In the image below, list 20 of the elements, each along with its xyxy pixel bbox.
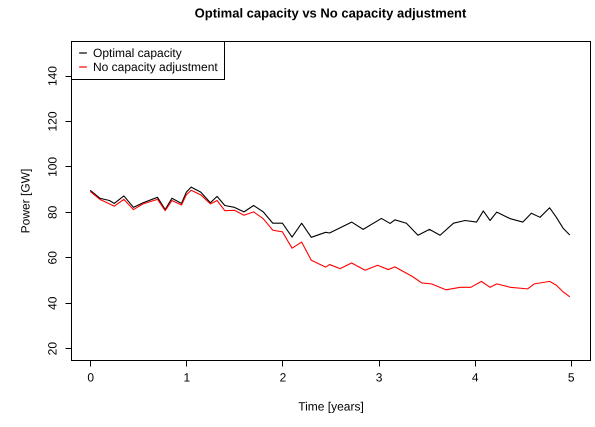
y-tick-label: 140 [46, 66, 60, 86]
legend-label: No capacity adjustment [93, 60, 218, 74]
y-tick-label: 100 [46, 156, 60, 177]
x-tick-label: 0 [87, 370, 94, 384]
x-tick-label: 3 [376, 370, 383, 384]
y-tick-label: 20 [46, 342, 60, 356]
line-series [90, 186, 570, 238]
x-tick-label: 1 [183, 370, 190, 384]
x-tick-label: 2 [280, 370, 287, 384]
y-tick-label: 120 [46, 111, 60, 132]
y-tick-label: 40 [46, 296, 60, 310]
x-axis-title: Time [years] [298, 400, 364, 414]
chart-title: Optimal capacity vs No capacity adjustment [194, 6, 467, 20]
y-tick-label: 80 [46, 205, 60, 220]
x-tick-label: 4 [472, 370, 479, 384]
line-series [90, 190, 570, 298]
y-tick-label: 60 [46, 250, 60, 264]
x-tick-label: 5 [568, 370, 575, 384]
y-axis-title: Power [GW] [18, 168, 32, 234]
legend-label: Optimal capacity [93, 46, 182, 60]
